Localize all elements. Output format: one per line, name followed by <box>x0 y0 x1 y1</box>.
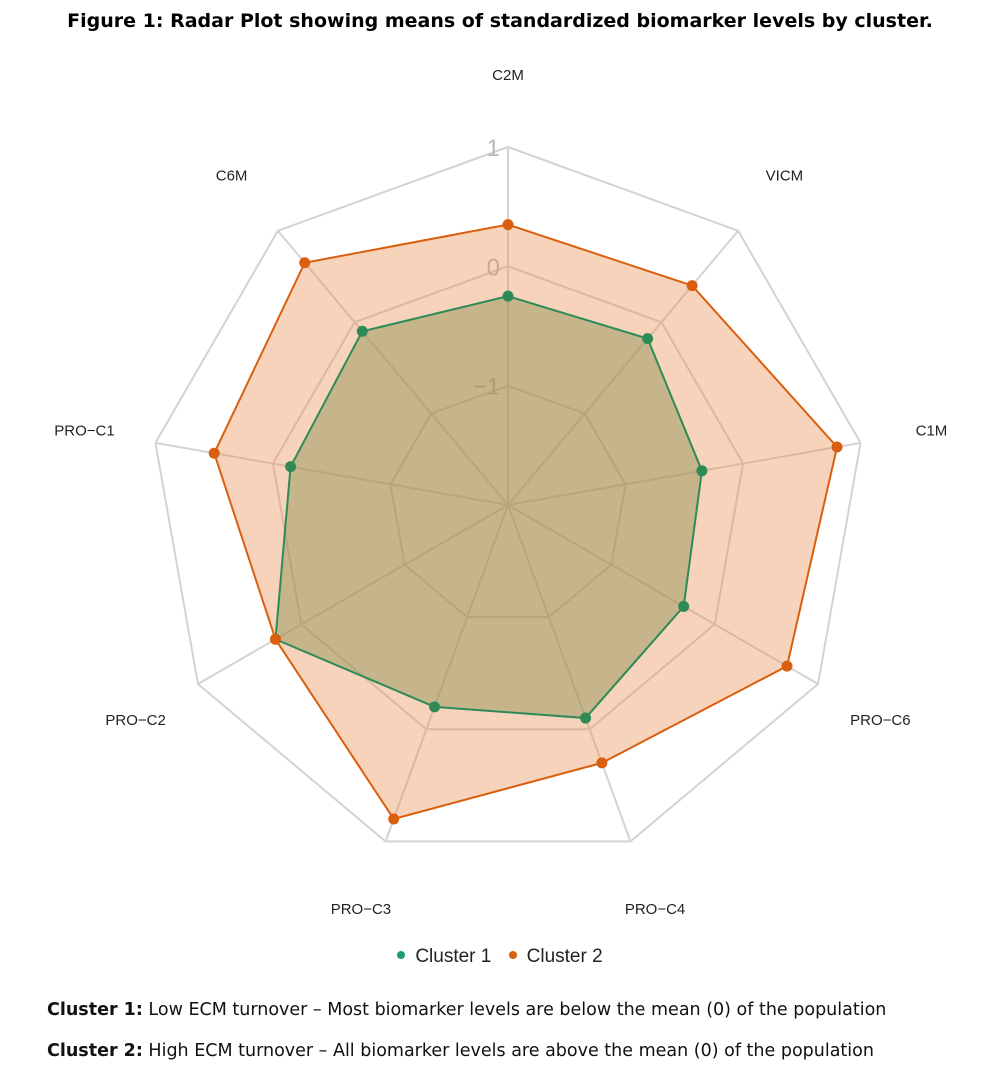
grid-spoke <box>507 230 739 506</box>
data-point <box>388 813 400 825</box>
data-point <box>429 701 441 713</box>
legend-item-cluster-2: Cluster 2 <box>508 946 603 968</box>
axis-label: PRO−C2 <box>105 712 165 729</box>
grid-spoke <box>197 504 509 685</box>
caption-text: High ECM turnover – All biomarker levels… <box>142 1041 874 1061</box>
radar-tick-labels: 1 0 −1 <box>473 135 500 401</box>
axis-label: VICM <box>766 168 804 185</box>
grid-spoke <box>507 504 819 685</box>
data-point <box>208 447 220 459</box>
caption-cluster-1: Cluster 1: Low ECM turnover – Most bioma… <box>47 1000 886 1020</box>
data-point <box>285 461 297 473</box>
data-point <box>642 333 654 345</box>
axis-label: C2M <box>492 67 524 84</box>
series-area <box>213 223 839 821</box>
grid-ring <box>271 265 745 731</box>
axis-label: C6M <box>216 168 248 185</box>
caption-text: Low ECM turnover – Most biomarker levels… <box>142 1000 887 1020</box>
caption-bold: Cluster 1: <box>47 1000 143 1020</box>
data-point <box>502 290 514 302</box>
caption-bold: Cluster 2: <box>47 1041 143 1061</box>
data-point <box>831 441 843 453</box>
data-point <box>686 280 698 292</box>
radar-axis-labels: C2M VICM C1M PRO−C6 PRO−C4 PRO−C3 PRO−C2 PRO−C1… <box>54 67 947 918</box>
legend-item-cluster-1: Cluster 1 <box>397 946 491 968</box>
legend-dot-icon <box>508 950 517 959</box>
tick-label: 1 <box>487 135 500 162</box>
radar-series <box>208 219 843 825</box>
data-point <box>596 757 608 769</box>
chart-legend: Cluster 1 Cluster 2 <box>0 946 1000 968</box>
caption-cluster-2: Cluster 2: High ECM turnover – All bioma… <box>47 1041 874 1061</box>
grid-ring <box>389 384 627 619</box>
series-area <box>274 295 703 720</box>
data-point <box>356 325 368 337</box>
tick-label: −1 <box>473 374 500 401</box>
data-point <box>696 465 708 477</box>
legend-label: Cluster 2 <box>526 946 603 967</box>
figure-title: Figure 1: Radar Plot showing means of st… <box>67 10 933 32</box>
legend-dot-icon <box>397 950 406 959</box>
data-point <box>299 257 311 269</box>
grid-spoke <box>384 504 509 842</box>
grid-spoke <box>277 230 509 506</box>
data-point <box>269 633 281 645</box>
axis-label: C1M <box>916 422 948 439</box>
data-point <box>678 600 690 612</box>
axis-label: PRO−C4 <box>625 901 685 918</box>
axis-label: PRO−C3 <box>331 901 391 918</box>
axis-label: PRO−C6 <box>850 712 910 729</box>
grid-spoke <box>507 441 861 506</box>
grid-ring <box>154 145 862 843</box>
grid-spoke <box>507 504 632 842</box>
data-point <box>781 660 793 672</box>
axis-label: PRO−C1 <box>54 422 114 439</box>
legend-label: Cluster 1 <box>415 946 492 967</box>
radar-chart: 1 0 −1 C2M VICM C1M PRO−C6 PRO−C4 PRO−C3 PRO−C2 P… <box>54 67 947 918</box>
data-point <box>502 219 514 231</box>
data-point <box>580 712 592 724</box>
tick-label: 0 <box>487 254 500 281</box>
